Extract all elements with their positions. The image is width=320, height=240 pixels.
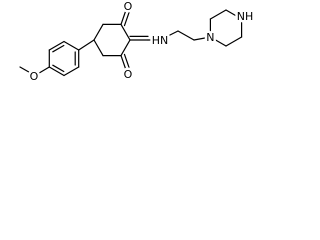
bond <box>48 66 65 77</box>
page: {"labels": ["O", "O", "O", "HN", "N", "N… <box>0 0 258 96</box>
bond <box>123 53 130 70</box>
atom-label: NH <box>237 10 254 23</box>
bond <box>225 36 243 47</box>
bond <box>209 36 227 47</box>
atom-label: O <box>124 68 133 81</box>
bond <box>120 39 131 57</box>
bond <box>177 30 195 41</box>
bond <box>120 23 131 41</box>
structure-diagram: O O O HN N NH <box>19 0 256 86</box>
bond <box>52 44 65 53</box>
bond <box>93 39 104 57</box>
atom-label: N <box>206 31 214 44</box>
bond <box>19 66 36 77</box>
bond <box>93 23 104 41</box>
bond <box>120 54 127 71</box>
atom-label: O <box>124 0 133 13</box>
bond <box>225 9 243 20</box>
bond <box>193 36 211 41</box>
atom-label: HN <box>152 34 169 47</box>
bond <box>159 30 179 41</box>
bond <box>120 9 127 25</box>
bond <box>34 66 50 77</box>
atom-label: O <box>30 70 39 83</box>
bond <box>63 40 80 51</box>
bond <box>209 9 227 20</box>
bond <box>123 10 130 27</box>
atom-labels: O O O HN N NH <box>27 0 256 86</box>
bonds <box>19 9 243 77</box>
bond <box>63 66 80 77</box>
bond <box>78 39 95 51</box>
bond <box>48 40 65 51</box>
bond <box>52 64 65 73</box>
